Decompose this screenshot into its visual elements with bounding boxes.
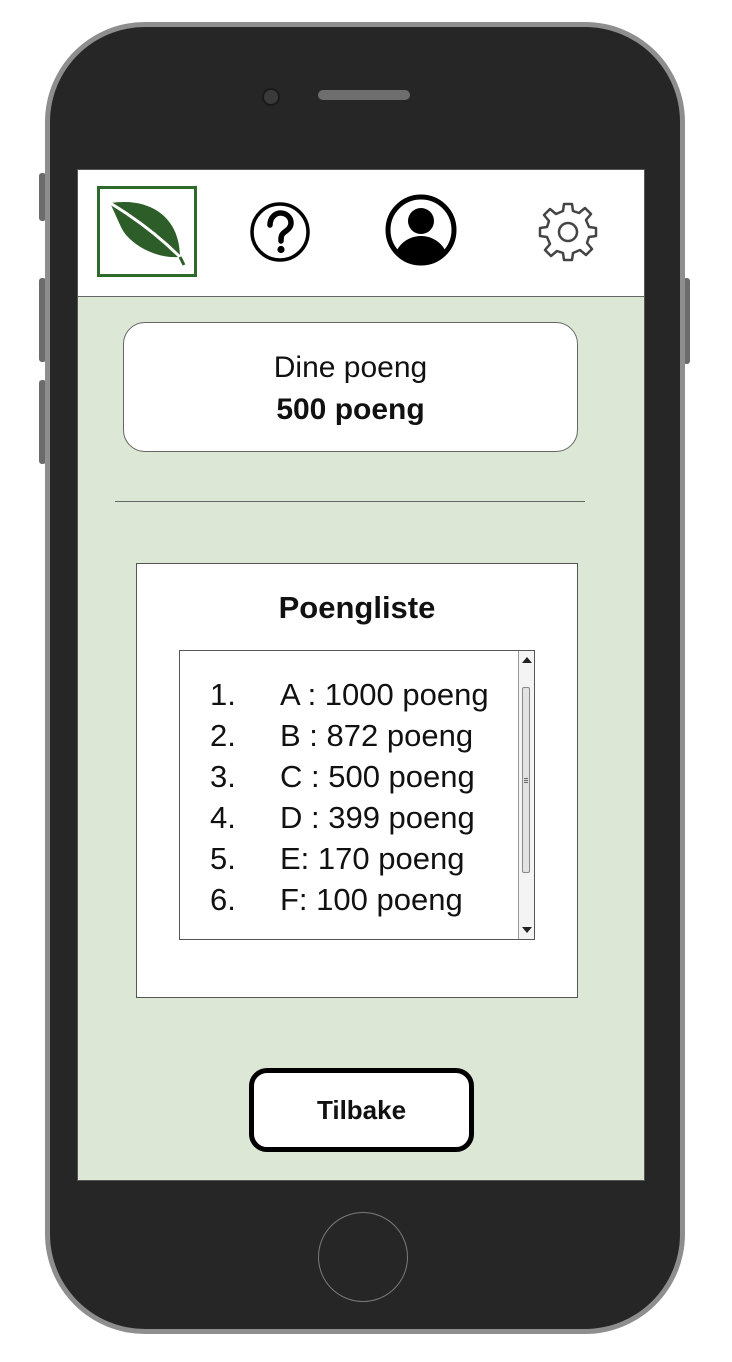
- thumb-grip: [524, 782, 528, 783]
- rank-number: 6.: [210, 882, 236, 917]
- entry-text: C : 500 poeng: [280, 759, 475, 794]
- points-value: 500 poeng: [276, 393, 425, 426]
- points-label: Dine poeng: [273, 351, 428, 384]
- earpiece-speaker: [318, 90, 410, 100]
- list-item: 4. D : 399 poeng: [180, 797, 520, 838]
- thumb-grip: [524, 778, 528, 779]
- power-button: [683, 278, 690, 364]
- scroll-thumb[interactable]: [522, 687, 530, 873]
- entry-text: D : 399 poeng: [280, 800, 475, 835]
- entry-text: E: 170 poeng: [280, 841, 465, 876]
- gear-icon[interactable]: [536, 200, 600, 264]
- mute-switch: [39, 173, 46, 221]
- leaf-logo-graphic: [109, 201, 186, 266]
- list-scrollbar[interactable]: [518, 651, 534, 939]
- scroll-down-arrow-icon[interactable]: [522, 927, 532, 933]
- entry-text: B : 872 poeng: [280, 718, 474, 753]
- section-divider: [115, 501, 585, 502]
- volume-down-button: [39, 380, 46, 464]
- rank-number: 4.: [210, 800, 236, 835]
- list-item: 6. F: 100 poeng: [180, 879, 520, 920]
- volume-up-button: [39, 278, 46, 362]
- front-camera: [262, 88, 280, 106]
- points-card: Dine poeng 500 poeng: [123, 322, 578, 452]
- leaderboard-title: Poengliste: [278, 590, 436, 625]
- thumb-grip: [524, 780, 528, 781]
- rank-number: 3.: [210, 759, 236, 794]
- entry-text: A : 1000 poeng: [280, 677, 489, 712]
- list-item: 1. A : 1000 poeng: [180, 674, 520, 715]
- list-item: 2. B : 872 poeng: [180, 715, 520, 756]
- leaf-logo-icon[interactable]: [97, 186, 197, 277]
- leaderboard-panel: Poengliste 1. A : 1000 poeng 2. B : 872 …: [136, 563, 578, 998]
- list-item: 3. C : 500 poeng: [180, 756, 520, 797]
- home-button[interactable]: [318, 1212, 408, 1302]
- app-screen: Dine poeng 500 poeng Poengliste 1. A : 1…: [77, 169, 645, 1181]
- rank-number: 5.: [210, 841, 236, 876]
- scroll-up-arrow-icon[interactable]: [522, 657, 532, 663]
- help-icon[interactable]: [249, 201, 311, 263]
- leaderboard-list[interactable]: 1. A : 1000 poeng 2. B : 872 poeng 3. C …: [179, 650, 535, 940]
- back-button[interactable]: Tilbake: [249, 1068, 474, 1152]
- profile-icon[interactable]: [383, 192, 459, 268]
- entry-text: F: 100 poeng: [280, 882, 463, 917]
- rank-number: 1.: [210, 677, 236, 712]
- rank-number: 2.: [210, 718, 236, 753]
- top-navigation-bar: [78, 170, 644, 297]
- list-item: 5. E: 170 poeng: [180, 838, 520, 879]
